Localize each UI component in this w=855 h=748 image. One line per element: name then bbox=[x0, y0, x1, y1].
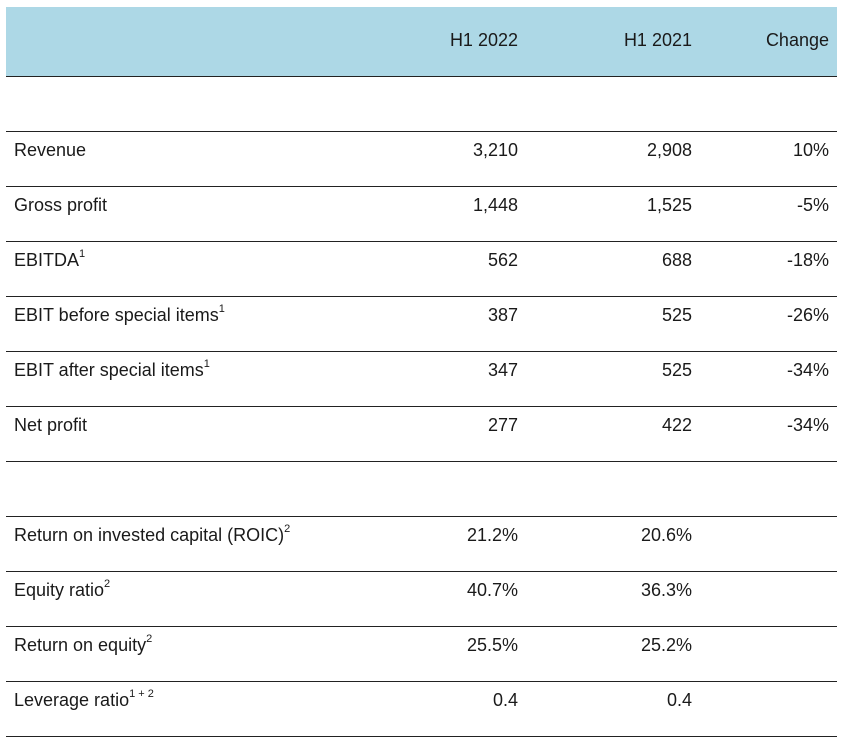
value-h1-2022: 3,210 bbox=[472, 140, 518, 160]
table-row: Return on invested capital (ROIC)2 21.2%… bbox=[6, 517, 837, 572]
row-label: Return on invested capital (ROIC)2 bbox=[14, 523, 291, 546]
value-change: -18% bbox=[786, 250, 829, 270]
section-spacer bbox=[6, 462, 837, 517]
value-h1-2021: 525 bbox=[661, 360, 692, 380]
value-h1-2021: 20.6% bbox=[640, 525, 692, 545]
value-h1-2022: 25.5% bbox=[466, 635, 518, 655]
value-change: -34% bbox=[786, 360, 829, 380]
table-row: EBITDA1 562 688 -18% bbox=[6, 242, 837, 297]
value-h1-2022: 387 bbox=[487, 305, 518, 325]
value-change: -5% bbox=[796, 195, 829, 215]
value-h1-2022: 277 bbox=[487, 415, 518, 435]
table-row: Leverage ratio1 + 2 0.4 0.4 bbox=[6, 682, 837, 737]
value-h1-2021: 25.2% bbox=[640, 635, 692, 655]
value-h1-2021: 0.4 bbox=[666, 690, 692, 710]
table-row: EBIT after special items1 347 525 -34% bbox=[6, 352, 837, 407]
row-label: Gross profit bbox=[14, 195, 108, 215]
value-change: -34% bbox=[786, 415, 829, 435]
table-row: Equity ratio2 40.7% 36.3% bbox=[6, 572, 837, 627]
row-label: Equity ratio2 bbox=[14, 578, 111, 601]
table-row: Revenue 3,210 2,908 10% bbox=[6, 132, 837, 187]
row-label: Net profit bbox=[14, 415, 88, 435]
value-h1-2022: 40.7% bbox=[466, 580, 518, 600]
value-h1-2022: 0.4 bbox=[492, 690, 518, 710]
row-label: EBITDA1 bbox=[14, 248, 86, 271]
value-h1-2022: 1,448 bbox=[472, 195, 518, 215]
value-h1-2021: 688 bbox=[661, 250, 692, 270]
value-h1-2022: 562 bbox=[487, 250, 518, 270]
table-row: Return on equity2 25.5% 25.2% bbox=[6, 627, 837, 682]
value-h1-2021: 525 bbox=[661, 305, 692, 325]
value-change: 10% bbox=[792, 140, 829, 160]
value-change: -26% bbox=[786, 305, 829, 325]
row-label: Revenue bbox=[14, 140, 87, 160]
row-label: Leverage ratio1 + 2 bbox=[14, 688, 154, 711]
value-h1-2021: 2,908 bbox=[646, 140, 692, 160]
table-row: Gross profit 1,448 1,525 -5% bbox=[6, 187, 837, 242]
row-label: EBIT before special items1 bbox=[14, 303, 225, 326]
section-spacer bbox=[6, 77, 837, 132]
table-row: EBIT before special items1 387 525 -26% bbox=[6, 297, 837, 352]
value-h1-2022: 347 bbox=[487, 360, 518, 380]
value-h1-2022: 21.2% bbox=[466, 525, 518, 545]
financial-table: H1 2022 H1 2021 Change Revenue 3,210 2,9… bbox=[6, 7, 837, 737]
row-label: EBIT after special items1 bbox=[14, 358, 210, 381]
header-h1-2021: H1 2021 bbox=[623, 30, 692, 50]
table-row: Net profit 277 422 -34% bbox=[6, 407, 837, 462]
value-h1-2021: 36.3% bbox=[640, 580, 692, 600]
row-label: Return on equity2 bbox=[14, 633, 153, 656]
value-h1-2021: 422 bbox=[661, 415, 692, 435]
value-h1-2021: 1,525 bbox=[646, 195, 692, 215]
header-h1-2022: H1 2022 bbox=[449, 30, 518, 50]
table-header: H1 2022 H1 2021 Change bbox=[6, 7, 837, 77]
header-change: Change bbox=[765, 30, 829, 50]
